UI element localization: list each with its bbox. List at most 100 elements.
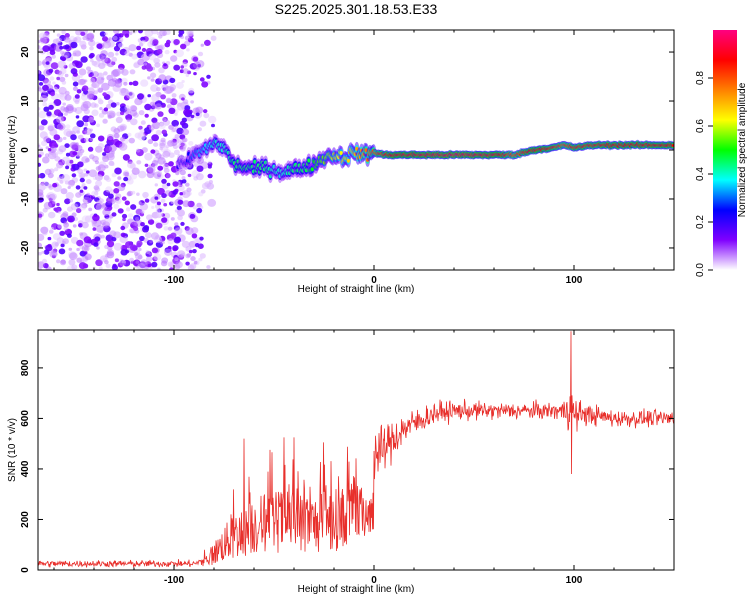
spectrogram-noise-blob <box>82 85 89 92</box>
spectrogram-noise-blob <box>174 227 183 235</box>
spectrogram-noise-blob <box>64 33 70 38</box>
spectrogram-noise-blob <box>129 257 135 263</box>
spectrogram-noise-blob <box>125 114 133 121</box>
spectrogram-noise-blob <box>79 177 85 183</box>
spectrogram-noise-blob <box>82 196 91 205</box>
spectrogram-noise-blob <box>182 68 189 74</box>
spectrogram-noise-blob <box>122 217 126 222</box>
spectrogram-noise-blob <box>145 250 150 254</box>
spectrogram-noise-blob <box>133 226 139 231</box>
spectrogram-noise-blob <box>53 109 62 116</box>
spectrogram-noise-blob <box>125 207 131 212</box>
spectrogram-noise-blob <box>162 150 171 158</box>
spectrogram-noise-blob <box>111 56 118 63</box>
spectrogram-noise-blob <box>61 156 71 165</box>
spectrogram-noise-blob <box>137 201 142 205</box>
spectrogram-noise-blob <box>130 244 137 251</box>
spectrogram-noise-blob <box>192 249 197 254</box>
spectrogram-noise-blob <box>196 165 204 172</box>
spectrogram-noise-blob <box>150 149 156 154</box>
spectrogram-noise-blob <box>105 263 111 269</box>
spectrogram-noise-blob <box>42 61 46 65</box>
spectrogram-noise-blob <box>92 214 100 222</box>
spectrogram-noise-blob <box>75 192 82 198</box>
spectrogram-noise-blob <box>134 216 140 221</box>
spectrogram-noise-blob <box>129 69 136 75</box>
spectrogram-noise-blob <box>132 80 139 87</box>
spectrogram-noise-blob <box>56 76 61 81</box>
spectrogram-noise-blob <box>199 120 207 127</box>
spectrogram-noise-blob <box>104 260 109 265</box>
spectrogram-noise-blob <box>52 233 61 241</box>
spectrogram-noise-blob <box>136 240 143 247</box>
spectrogram-noise-blob <box>159 147 163 151</box>
spectrogram-noise-blob <box>68 62 76 70</box>
spectrogram-noise-blob <box>96 123 100 128</box>
spectrogram-noise-blob <box>126 191 132 197</box>
spectrogram-noise-blob <box>62 238 69 245</box>
spectrogram-noise-blob <box>61 174 71 182</box>
spectrogram-noise-blob <box>119 143 128 151</box>
spectrogram-noise-blob <box>38 162 42 167</box>
spectrogram-noise-blob <box>203 109 208 114</box>
spectrogram-noise-blob <box>182 200 190 208</box>
spectrogram-noise-blob <box>38 197 44 203</box>
spectrogram-noise-blob <box>151 232 159 240</box>
spectrogram-noise-blob <box>156 48 163 55</box>
spectrogram-noise-blob <box>96 61 101 65</box>
spectrogram-noise-blob <box>170 55 178 62</box>
spectrogram-noise-blob <box>121 69 129 76</box>
spectrogram-noise-blob <box>70 203 79 211</box>
spectrogram-noise-blob <box>183 108 191 116</box>
spectrogram-noise-blob <box>58 145 67 153</box>
spectrogram-noise-blob <box>123 176 129 182</box>
spectrogram-noise-blob <box>141 47 147 52</box>
spectrogram-noise-blob <box>207 173 213 179</box>
spectrogram-noise-blob <box>38 213 43 218</box>
spectrogram-noise-blob <box>138 125 143 130</box>
y-tick-label: 10 <box>20 95 31 107</box>
spectrogram-noise-blob <box>71 212 77 217</box>
spectrogram-noise-blob <box>164 30 171 35</box>
spectrogram-y-axis-label: Frequency (Hz) <box>7 116 18 185</box>
spectrogram-noise-blob <box>61 80 67 85</box>
spectrogram-noise-blob <box>89 154 95 160</box>
spectrogram-ridge-core <box>307 158 311 163</box>
spectrogram-noise-blob <box>120 111 125 116</box>
spectrogram-noise-blob <box>79 40 87 48</box>
spectrogram-noise-blob <box>53 207 58 212</box>
spectrogram-noise-blob <box>58 248 66 255</box>
spectrogram-noise-blob <box>94 186 101 192</box>
spectrogram-noise-blob <box>86 32 95 40</box>
spectrogram-noise-blob <box>187 31 194 37</box>
spectrogram-noise-blob <box>172 246 178 252</box>
spectrogram-noise-blob <box>139 42 144 47</box>
spectrogram-noise-blob <box>147 139 154 145</box>
spectrogram-noise-blob <box>43 106 50 112</box>
spectrogram-noise-blob <box>104 44 109 49</box>
spectrogram-noise-blob <box>152 39 159 45</box>
spectrogram-noise-blob <box>176 205 182 211</box>
spectrogram-noise-blob <box>50 62 59 70</box>
spectrogram-noise-blob <box>62 211 69 217</box>
spectrogram-noise-blob <box>171 93 177 98</box>
spectrogram-noise-blob <box>67 180 76 187</box>
spectrogram-noise-blob <box>113 128 121 134</box>
spectrogram-noise-blob <box>42 45 50 52</box>
spectrogram-noise-blob <box>38 267 42 270</box>
spectrogram-noise-blob <box>70 68 78 75</box>
y-tick-label: 0 <box>20 567 31 573</box>
spectrogram-noise-blob <box>54 242 59 247</box>
spectrogram-noise-blob <box>96 246 100 250</box>
spectrogram-noise-blob <box>93 242 99 247</box>
spectrogram-noise-blob <box>194 243 200 248</box>
spectrogram-noise-blob <box>82 115 90 123</box>
spectrogram-noise-blob <box>42 258 47 264</box>
spectrogram-noise-blob <box>81 183 86 187</box>
spectrogram-noise-blob <box>175 49 184 58</box>
snr-frame <box>37 329 675 571</box>
spectrogram-noise-blob <box>46 111 52 117</box>
spectrogram-noise-blob <box>161 217 168 223</box>
spectrogram-noise-blob <box>91 109 99 117</box>
